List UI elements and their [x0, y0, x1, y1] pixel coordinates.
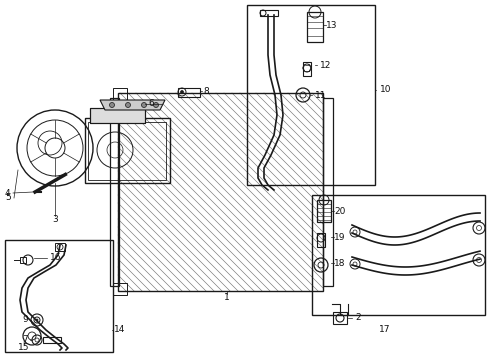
Text: 5: 5 [5, 194, 11, 202]
Bar [260, 10, 278, 16]
Bar [332, 312, 346, 324]
Text: 10: 10 [379, 85, 391, 94]
Bar [303, 62, 310, 76]
Bar [118, 93, 323, 291]
Bar [88, 122, 165, 180]
Bar [113, 88, 127, 100]
Text: 19: 19 [333, 233, 345, 242]
Bar [311, 195, 484, 315]
Text: 12: 12 [319, 60, 331, 69]
Bar [55, 243, 65, 251]
Bar [316, 200, 330, 222]
Bar [306, 12, 323, 42]
Text: 20: 20 [333, 207, 345, 216]
Text: 8: 8 [203, 86, 208, 95]
Bar [316, 233, 325, 247]
Text: 2: 2 [354, 314, 360, 323]
Circle shape [180, 90, 183, 94]
Circle shape [125, 103, 130, 108]
Text: 3: 3 [52, 216, 58, 225]
Bar [90, 108, 145, 123]
Bar [178, 88, 200, 97]
Bar [110, 98, 119, 286]
Bar [113, 283, 127, 295]
Text: 9: 9 [22, 315, 28, 324]
Bar [323, 98, 332, 286]
Circle shape [36, 319, 38, 321]
Text: 6: 6 [148, 99, 153, 108]
Circle shape [153, 103, 158, 108]
Bar [20, 257, 26, 263]
Text: 15: 15 [18, 343, 29, 352]
Bar [5, 240, 113, 352]
Text: 1: 1 [224, 293, 229, 302]
Text: 7: 7 [22, 336, 28, 345]
Text: 13: 13 [325, 21, 337, 30]
Polygon shape [100, 100, 164, 110]
Bar [246, 5, 374, 185]
Bar [85, 118, 170, 183]
Text: 4: 4 [5, 189, 11, 198]
Bar [43, 337, 61, 343]
Bar [90, 108, 145, 123]
Text: 11: 11 [314, 90, 326, 99]
Circle shape [141, 103, 146, 108]
Text: 17: 17 [379, 325, 390, 334]
Text: 18: 18 [333, 258, 345, 267]
Circle shape [109, 103, 114, 108]
Text: 16: 16 [50, 253, 61, 262]
Text: 14: 14 [114, 325, 125, 334]
